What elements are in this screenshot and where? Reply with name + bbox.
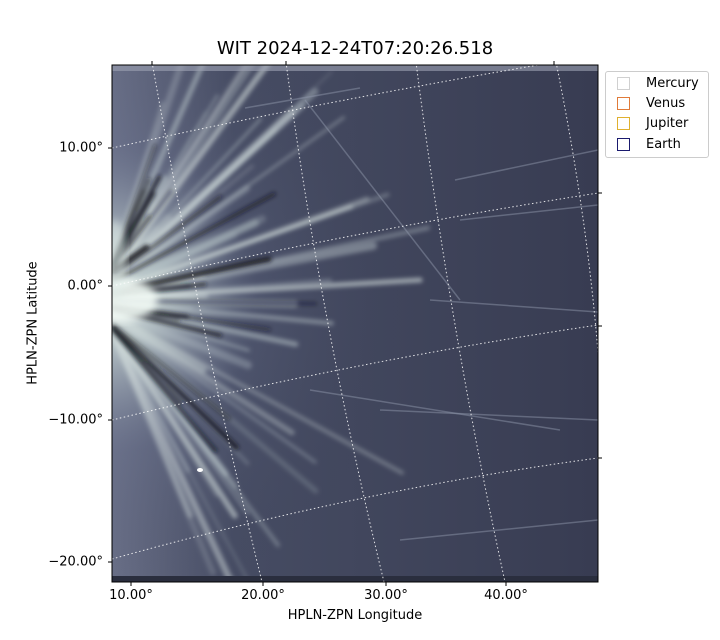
faint-streak <box>304 99 461 301</box>
image-area <box>112 65 598 582</box>
legend-item-earth: Earth <box>617 136 681 152</box>
x-axis-label: HPLN-ZPN Longitude <box>287 608 423 623</box>
y-tick-label: −10.00° <box>48 412 103 428</box>
faint-streak <box>244 87 361 109</box>
legend-swatch-mercury <box>617 76 630 90</box>
y-tick-label: 0.00° <box>67 278 103 294</box>
legend-swatch-venus <box>617 96 630 110</box>
streamer <box>112 313 295 436</box>
faint-streak <box>379 409 598 421</box>
y-tick-label: −20.00° <box>48 554 103 570</box>
legend-item-mercury: Mercury <box>617 75 699 91</box>
streamer <box>112 311 404 475</box>
streamer <box>112 192 390 293</box>
streamer <box>112 219 260 292</box>
dark-streak <box>112 325 239 450</box>
legend-swatch-earth <box>617 137 630 151</box>
streamer <box>112 323 219 498</box>
x-tick-label: 10.00° <box>109 588 153 603</box>
legend-label: Earth <box>646 136 681 152</box>
legend-item-venus: Venus <box>617 95 685 111</box>
faint-streak <box>399 519 598 541</box>
y-axis-label: HPLN-ZPN Latitude <box>25 261 41 385</box>
legend-label: Jupiter <box>646 115 689 131</box>
legend-label: Venus <box>646 95 686 111</box>
streamer <box>112 324 216 576</box>
faint-streak <box>459 204 598 221</box>
x-tick-label: 30.00° <box>364 588 408 603</box>
figure-title: WIT 2024-12-24T07:20:26.518 <box>216 38 494 59</box>
legend-label: Mercury <box>646 75 699 91</box>
legend-swatch-jupiter <box>617 116 630 130</box>
dark-streak <box>112 322 231 421</box>
faint-streak <box>429 299 598 313</box>
dark-streak <box>112 192 276 284</box>
y-tick-label: 10.00° <box>59 140 103 156</box>
dark-streak <box>112 328 218 453</box>
streamer <box>112 326 251 582</box>
x-tick-label: 40.00° <box>484 588 528 603</box>
streamer <box>112 277 423 301</box>
faint-streak <box>309 389 561 431</box>
faint-streak <box>454 149 598 181</box>
legend: Mercury Venus Jupiter Earth <box>605 71 709 158</box>
streamer <box>112 185 251 287</box>
legend-item-jupiter: Jupiter <box>617 115 688 131</box>
dark-streak <box>112 194 223 279</box>
x-tick-label: 20.00° <box>241 588 285 603</box>
